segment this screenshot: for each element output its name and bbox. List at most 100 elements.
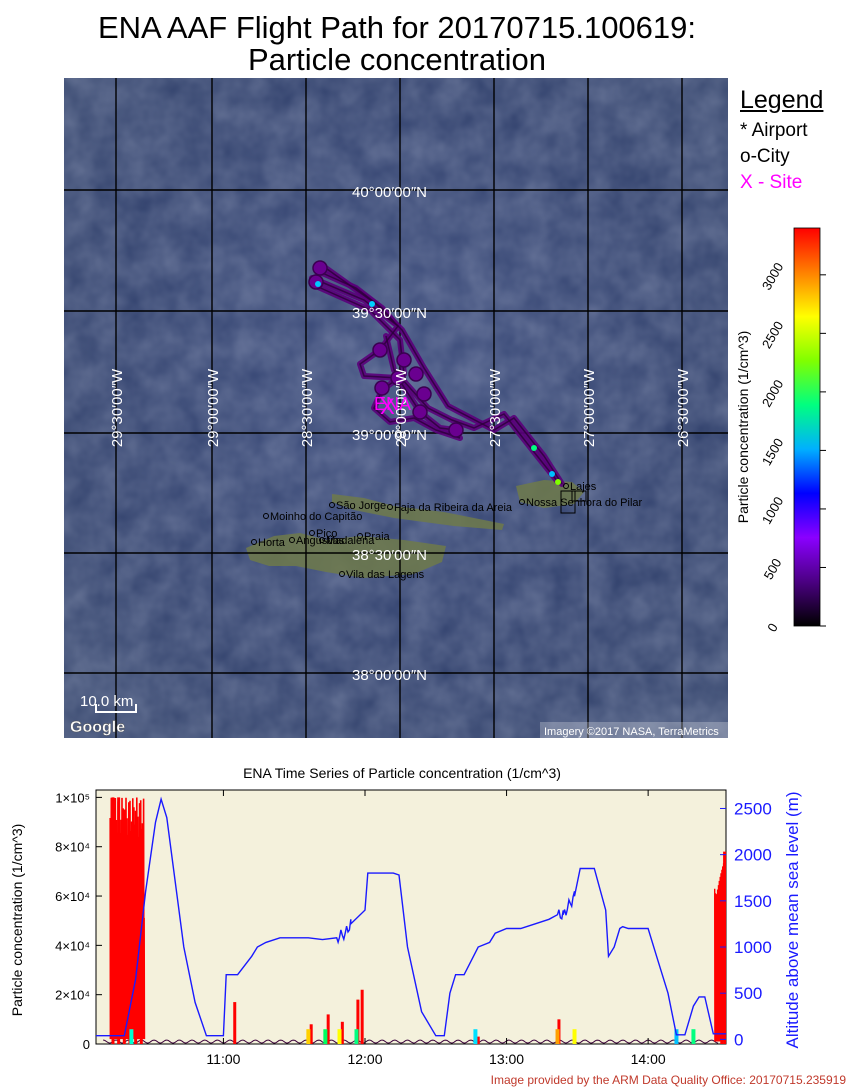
place-label: Angústias bbox=[296, 535, 345, 547]
place-label: Lajes bbox=[570, 481, 597, 493]
image-credit: Image provided by the ARM Data Quality O… bbox=[490, 1073, 846, 1087]
lat-label: 38°30′00″N bbox=[352, 547, 427, 564]
concentration-dense bbox=[109, 797, 146, 1040]
concentration-mark bbox=[691, 1029, 696, 1044]
concentration-dense bbox=[714, 860, 726, 1042]
flight-path-point bbox=[416, 386, 432, 402]
flight-path-point bbox=[396, 352, 412, 368]
city-marker bbox=[251, 539, 257, 545]
flight-path-point bbox=[372, 342, 388, 358]
flight-path-highlight bbox=[315, 281, 321, 287]
colorbar-tick-label: 500 bbox=[761, 556, 785, 582]
flight-path-point bbox=[374, 380, 390, 396]
concentration-mark bbox=[555, 1029, 560, 1044]
concentration-mark bbox=[337, 1029, 342, 1044]
concentration-mark bbox=[473, 1029, 478, 1044]
flight-path-highlight bbox=[369, 301, 375, 307]
colorbar-tick-label: 2000 bbox=[759, 377, 786, 410]
city-marker bbox=[263, 513, 269, 519]
site-label: ENA bbox=[374, 394, 411, 414]
flight-path-point bbox=[448, 422, 464, 438]
site-marker: X bbox=[380, 394, 395, 419]
flight-path-highlight bbox=[549, 471, 555, 477]
colorbar-tick-label: 1000 bbox=[759, 494, 786, 527]
city-marker bbox=[289, 537, 295, 543]
y-axis-label: Particle concentration (1/cm^3) bbox=[9, 824, 25, 1017]
lat-label: 40°00′00″N bbox=[352, 184, 427, 201]
colorbar: 0 500 1000 1500 2000 2500 3000 Particle concen… bbox=[726, 222, 854, 642]
place-label: Madalena bbox=[326, 535, 375, 547]
city-marker bbox=[357, 533, 363, 539]
island-terceira bbox=[516, 480, 584, 508]
flight-path-core bbox=[315, 285, 461, 439]
y2-tick-label: 2500 bbox=[734, 799, 772, 818]
lon-label: 27°30′00″W bbox=[487, 368, 504, 447]
x-tick-label: 11:00 bbox=[206, 1051, 240, 1067]
x-tick-label: 14:00 bbox=[631, 1051, 666, 1067]
y2-tick-label: 0 bbox=[734, 1030, 743, 1049]
lon-label: 29°00′00″W bbox=[205, 368, 222, 447]
flight-path-map: 40°00′00″N 39°30′00″N 39°00′00″N 38°30′00″N… bbox=[64, 78, 728, 738]
city-marker bbox=[563, 483, 569, 489]
flight-path-highlight bbox=[555, 479, 561, 485]
flight-path-point bbox=[412, 404, 428, 420]
y2-tick-label: 1000 bbox=[734, 938, 772, 957]
y2-tick-label: 1500 bbox=[734, 892, 772, 911]
x-tick-label: 13:00 bbox=[489, 1051, 524, 1067]
flight-path-core bbox=[311, 277, 457, 431]
lon-label: 26°30′00″W bbox=[675, 368, 692, 447]
flight-path-point bbox=[312, 260, 328, 276]
y-tick-label: 2×10⁴ bbox=[55, 988, 90, 1003]
place-label: Moinho do Capitão bbox=[270, 511, 362, 523]
lat-label: 38°00′00″N bbox=[352, 667, 427, 684]
island-sao-jorge bbox=[332, 494, 504, 530]
colorbar-gradient bbox=[793, 227, 821, 627]
place-label: Praia bbox=[364, 531, 391, 543]
x-tick-label: 12:00 bbox=[347, 1051, 382, 1067]
island-pico-faial bbox=[246, 533, 446, 578]
flight-path-point bbox=[390, 370, 406, 386]
concentration-mark bbox=[354, 1029, 359, 1044]
place-label: Faja da Ribeira da Areia bbox=[394, 502, 513, 514]
y-tick-label: 4×10⁴ bbox=[55, 938, 90, 953]
airport-box bbox=[560, 490, 576, 514]
legend-city: o-City bbox=[740, 146, 790, 167]
concentration-mark bbox=[129, 1029, 134, 1044]
google-logo: Google bbox=[70, 719, 125, 736]
place-label: Pico bbox=[316, 528, 337, 540]
flight-path-highlight bbox=[531, 445, 537, 451]
legend-site: X - Site bbox=[740, 172, 803, 193]
plot-area bbox=[95, 789, 727, 1045]
seafloor-texture bbox=[64, 78, 728, 738]
place-label: Vila das Lagens bbox=[346, 569, 425, 581]
scale-bar bbox=[95, 704, 137, 713]
legend-title: Legend bbox=[740, 86, 824, 114]
concentration-mark bbox=[323, 1029, 328, 1044]
y-tick-label: 0 bbox=[83, 1037, 90, 1052]
time-series-chart: ENA Time Series of Particle concentratio… bbox=[0, 760, 854, 1070]
colorbar-tick-label: 3000 bbox=[759, 260, 786, 293]
y-tick-label: 1×10⁵ bbox=[55, 790, 90, 805]
y2-tick-label: 500 bbox=[734, 984, 762, 1003]
flight-path-core bbox=[319, 263, 563, 485]
legend-airport: * Airport bbox=[740, 120, 808, 141]
place-label: São Jorge bbox=[336, 500, 386, 512]
time-series-title: ENA Time Series of Particle concentratio… bbox=[243, 765, 561, 781]
colorbar-tick-label: 1500 bbox=[759, 436, 786, 469]
lon-label: 29°30′00″W bbox=[109, 368, 126, 447]
chart-title-line-2: Particle concentration bbox=[247, 42, 547, 77]
y-tick-label: 6×10⁴ bbox=[55, 889, 90, 904]
lon-label: 28°30′00″W bbox=[299, 368, 316, 447]
airport-box bbox=[571, 490, 587, 502]
lat-label: 39°30′00″N bbox=[352, 305, 427, 322]
imagery-credit: Imagery ©2017 NASA, TerraMetrics bbox=[544, 726, 719, 738]
y2-axis-label: Altitude above mean sea level (m) bbox=[783, 791, 802, 1048]
colorbar-tick-label: 0 bbox=[764, 621, 781, 635]
lon-label: 28°00′00″W bbox=[393, 368, 410, 447]
lat-label: 39°00′00″N bbox=[352, 427, 427, 444]
concentration-baseline bbox=[103, 1039, 719, 1044]
city-marker bbox=[309, 530, 315, 536]
city-marker bbox=[339, 571, 345, 577]
city-marker bbox=[319, 537, 325, 543]
city-marker bbox=[329, 502, 335, 508]
